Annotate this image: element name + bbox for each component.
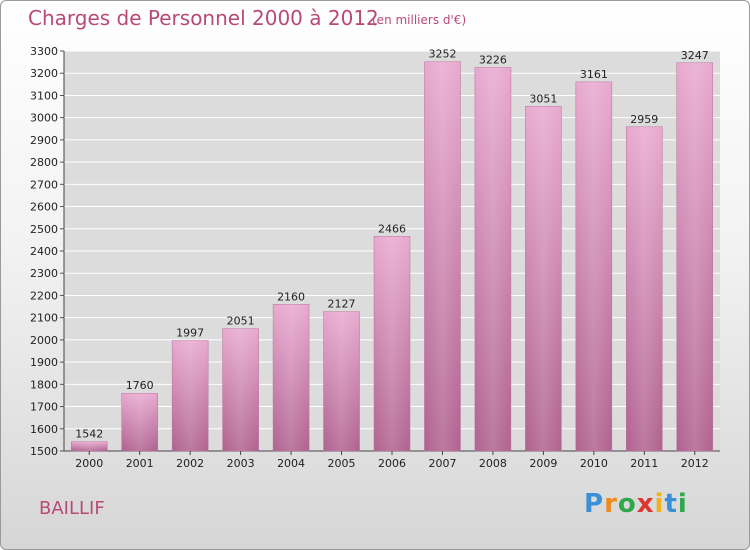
y-tick-label: 2500 [30, 223, 58, 236]
data-label-2012: 3247 [681, 49, 709, 62]
place-name: BAILLIF [39, 498, 105, 519]
data-label-2005: 2127 [328, 298, 356, 311]
y-tick-label: 3000 [30, 112, 58, 125]
y-tick-label: 2600 [30, 201, 58, 214]
y-tick-label: 1700 [30, 401, 58, 414]
data-label-2002: 1997 [176, 327, 204, 340]
y-tick-label: 2800 [30, 156, 58, 169]
logo-letter: i [677, 489, 688, 519]
x-tick-label-2012: 2012 [681, 457, 709, 470]
logo-letter: i [654, 489, 665, 519]
y-tick-label: 1600 [30, 423, 58, 436]
y-tick-label: 3200 [30, 67, 58, 80]
x-tick-label-2008: 2008 [479, 457, 507, 470]
bar-shine [575, 81, 612, 451]
data-label-2004: 2160 [277, 290, 305, 303]
data-label-2000: 1542 [75, 428, 103, 441]
x-tick-label-2001: 2001 [126, 457, 154, 470]
data-label-2010: 3161 [580, 68, 608, 81]
x-tick-label-2000: 2000 [75, 457, 103, 470]
bar-shine [374, 236, 410, 451]
bar-shine [676, 62, 713, 452]
bar-shine [121, 393, 158, 451]
data-label-2008: 3226 [479, 53, 507, 66]
bar-shine [626, 126, 663, 452]
bar-shine [273, 304, 310, 451]
x-tick-label-2007: 2007 [428, 457, 456, 470]
data-label-2006: 2466 [378, 222, 406, 235]
x-tick-label-2011: 2011 [630, 457, 658, 470]
chart-subtitle: (en milliers d'€) [372, 13, 467, 27]
logo-letter: r [604, 489, 618, 519]
bar-shine [323, 311, 360, 451]
logo-letter: P [584, 489, 605, 519]
bar-shine [424, 61, 461, 452]
data-label-2003: 2051 [227, 315, 255, 328]
x-tick-label-2010: 2010 [580, 457, 608, 470]
x-tick-label-2004: 2004 [277, 457, 305, 470]
data-label-2011: 2959 [630, 113, 658, 126]
x-tick-label-2002: 2002 [176, 457, 204, 470]
bar-shine [71, 441, 108, 451]
x-tick-label-2009: 2009 [529, 457, 557, 470]
bar-shine [172, 340, 209, 451]
x-tick-label-2005: 2005 [328, 457, 356, 470]
x-tick-label-2006: 2006 [378, 457, 406, 470]
data-label-2007: 3252 [428, 48, 456, 61]
y-tick-label: 3300 [30, 45, 58, 58]
y-tick-label: 1800 [30, 378, 58, 391]
y-tick-label: 2400 [30, 245, 58, 258]
y-tick-label: 2100 [30, 312, 58, 325]
bar-shine [525, 106, 562, 451]
bar-shine [222, 328, 259, 451]
y-tick-label: 1500 [30, 445, 58, 458]
y-tick-label: 2200 [30, 289, 58, 302]
y-tick-label: 2000 [30, 334, 58, 347]
data-label-2009: 3051 [529, 92, 557, 105]
data-label-2001: 1760 [126, 379, 154, 392]
logo-letter: o [617, 489, 637, 519]
y-tick-label: 3100 [30, 89, 58, 102]
bar-shine [474, 67, 511, 451]
y-tick-label: 2900 [30, 134, 58, 147]
y-tick-label: 2300 [30, 267, 58, 280]
y-tick-label: 2700 [30, 178, 58, 191]
chart-title: Charges de Personnel 2000 à 2012 [28, 6, 379, 30]
proxiti-logo: Proxiti [584, 489, 688, 519]
y-tick-label: 1900 [30, 356, 58, 369]
logo-letter: t [664, 489, 678, 519]
logo-letter: x [636, 489, 655, 519]
x-tick-label-2003: 2003 [227, 457, 255, 470]
